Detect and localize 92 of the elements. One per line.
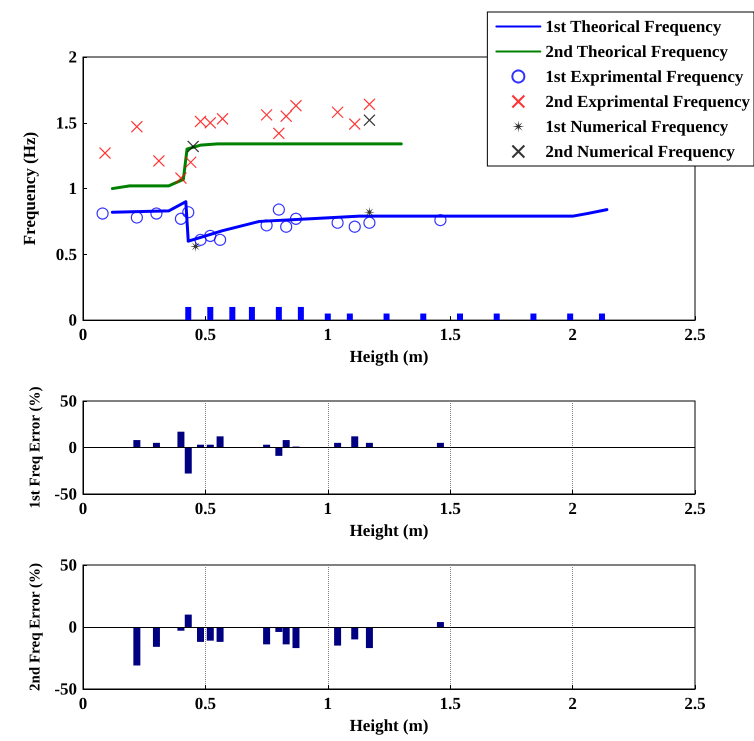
point (174, 172, 188, 184)
point (363, 98, 376, 110)
point (190, 240, 202, 252)
bar (351, 627, 358, 640)
point (130, 120, 143, 133)
y-axis-title: 2nd Freq Error (%) (28, 563, 44, 691)
point (152, 154, 165, 168)
y-axis-title: 1st Freq Error (%) (28, 386, 44, 509)
legend-label: 1st Numerical Frequency (545, 117, 729, 136)
point (280, 110, 292, 122)
point (348, 118, 361, 130)
bar (292, 627, 300, 648)
x-tick-label: 0.5 (194, 325, 216, 344)
point (364, 206, 375, 218)
x-tick-label: 1.5 (440, 325, 461, 344)
bar (366, 627, 373, 648)
bar (197, 627, 204, 642)
point (184, 156, 197, 168)
point (363, 216, 376, 229)
y-tick-label: 0 (68, 618, 77, 636)
line-series (110, 200, 608, 243)
x-tick-label: 2.5 (684, 325, 706, 344)
y-tick-label: 50 (60, 392, 77, 410)
point (150, 207, 163, 220)
x-tick-label: 2.5 (684, 694, 706, 713)
bar (184, 448, 192, 474)
point (204, 230, 216, 242)
legend-label: 2nd Theorical Frequency (545, 42, 728, 61)
point (182, 206, 194, 218)
y-tick-label: 0 (68, 438, 77, 457)
x-tick-label: 1.5 (440, 499, 461, 518)
point (290, 212, 302, 225)
x-tick-label: 2 (568, 694, 577, 713)
point (290, 100, 302, 112)
x-axis-title: Heigth (m) (350, 347, 428, 366)
bar (282, 440, 290, 448)
point (216, 112, 229, 125)
y-tick-label: -50 (54, 680, 77, 698)
point (260, 219, 273, 232)
legend-label: 1st Exprimental Frequency (545, 67, 744, 86)
x-axis-title: Height (m) (350, 520, 428, 540)
y-tick-label: 1 (68, 179, 77, 198)
bar (216, 436, 224, 448)
x-tick-label: 2 (568, 499, 577, 518)
x-tick-label: 1 (324, 325, 332, 344)
bar (263, 627, 270, 644)
legend-label: 2nd Exprimental Frequency (545, 92, 750, 111)
point (348, 220, 361, 233)
bar (152, 627, 160, 647)
point (194, 234, 207, 246)
point (174, 212, 188, 225)
x-axis-title: Height (m) (350, 716, 428, 735)
point (272, 127, 285, 140)
point (187, 140, 200, 153)
point (280, 220, 292, 233)
x-tick-label: 2 (568, 325, 577, 344)
bar (216, 627, 224, 642)
point (204, 116, 216, 129)
y-tick-label: 1.5 (56, 113, 77, 132)
bar (351, 436, 358, 448)
bar (436, 622, 444, 627)
bar (177, 432, 184, 448)
x-tick-label: 1 (324, 694, 332, 713)
y-tick-label: -50 (54, 484, 77, 504)
point (98, 146, 112, 160)
x-tick-label: 1.5 (440, 694, 461, 713)
point (96, 207, 109, 220)
bar (206, 627, 214, 641)
x-tick-label: 0.5 (194, 499, 216, 518)
bar (133, 627, 140, 666)
x-tick-label: 0.5 (194, 694, 216, 713)
y-tick-label: 2 (68, 48, 77, 66)
point (214, 234, 226, 246)
point (272, 204, 285, 216)
point (434, 214, 447, 226)
y-tick-label: 0.5 (56, 244, 77, 264)
bar (133, 440, 140, 448)
x-tick-label: 2.5 (684, 499, 706, 518)
legend-label: 2nd Numerical Frequency (545, 142, 736, 161)
bar (184, 614, 192, 627)
point (194, 115, 207, 128)
y-tick-label: 0 (68, 310, 77, 330)
x-tick-label: 1 (324, 499, 332, 518)
point (260, 108, 273, 121)
y-axis-title: Frequency (Hz) (20, 132, 39, 246)
line-series (110, 142, 403, 190)
legend-label: 1st Theorical Frequency (545, 17, 722, 36)
point (363, 114, 376, 126)
bar (334, 627, 342, 646)
bar (275, 448, 282, 456)
y-tick-label: 50 (60, 556, 77, 574)
point (331, 106, 344, 118)
